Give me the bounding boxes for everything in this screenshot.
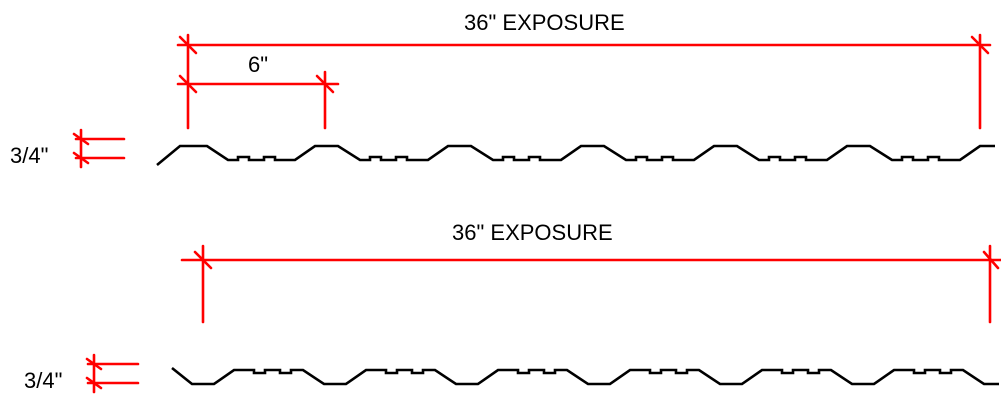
top-exposure-dimension: 36" EXPOSURE: [176, 10, 992, 130]
top-panel-profile: [156, 144, 995, 167]
bottom-rib-height-dimension: 3/4": [24, 353, 140, 394]
top-spacing-right-tick: [315, 74, 335, 94]
bottom-exposure-dimension: 36" EXPOSURE: [180, 220, 1001, 324]
top-rib-height-tick-2: [72, 151, 90, 165]
bottom-exposure-left-tick: [193, 250, 213, 270]
bottom-panel: 36" EXPOSURE 3/4": [24, 220, 1001, 394]
top-exposure-left-tick: [178, 35, 198, 55]
top-spacing-left-tick: [178, 74, 198, 94]
top-rib-height-tick-1: [72, 132, 90, 146]
bottom-rib-height-tick-2: [85, 376, 103, 390]
top-exposure-right-tick: [970, 35, 990, 55]
top-spacing-dimension: 6": [176, 52, 340, 130]
top-exposure-label: 36" EXPOSURE: [464, 10, 625, 35]
top-panel: 36" EXPOSURE 6" 3/4": [10, 10, 995, 169]
bottom-rib-height-label: 3/4": [24, 368, 62, 393]
top-spacing-label: 6": [248, 52, 268, 77]
top-rib-height-dimension: 3/4": [10, 128, 126, 169]
bottom-exposure-label: 36" EXPOSURE: [452, 220, 613, 245]
bottom-rib-height-tick-1: [85, 357, 103, 371]
bottom-panel-profile: [171, 366, 999, 386]
top-rib-height-label: 3/4": [10, 143, 48, 168]
bottom-exposure-right-tick: [982, 250, 1000, 270]
